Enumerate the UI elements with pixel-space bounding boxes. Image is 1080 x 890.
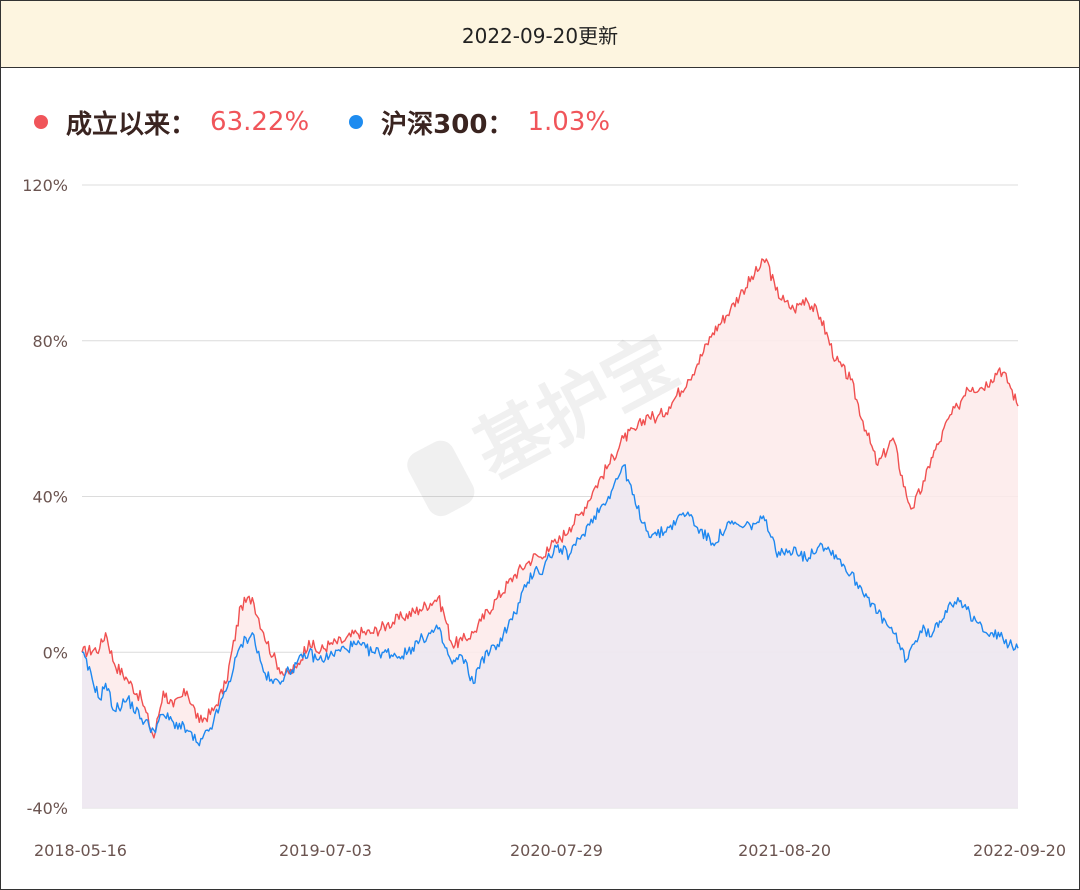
y-tick-label: 40% <box>32 488 68 507</box>
legend-item-index[interactable]: 沪深300 ： 1.03% <box>349 104 610 141</box>
x-tick-label: 2021-08-20 <box>738 841 831 860</box>
y-axis: 120% 80% 40% 0% -40% <box>22 176 68 818</box>
y-tick-label: 120% <box>22 176 68 195</box>
legend-label-index: 沪深300 <box>381 109 488 140</box>
fund-dot-icon <box>34 115 48 129</box>
index-dot-icon <box>349 115 364 129</box>
y-tick-label: 0% <box>43 643 68 662</box>
x-tick-label: 2022-09-20 <box>973 841 1066 860</box>
x-axis: 2018-05-16 2019-07-03 2020-07-29 2021-08-20… <box>34 841 1066 860</box>
fund-series-line <box>81 258 1019 739</box>
x-tick-label: 2018-05-16 <box>34 841 127 860</box>
legend-colon: ： <box>170 109 197 140</box>
fill-layer <box>82 259 1018 808</box>
x-tick-label: 2019-07-03 <box>279 841 372 860</box>
legend-colon: ： <box>487 109 514 140</box>
index-area <box>82 464 1018 808</box>
legend-item-fund[interactable]: 成立以来 ： 63.22% <box>34 104 309 141</box>
watermark-logo-icon <box>407 440 475 517</box>
index-series-line <box>81 464 1019 747</box>
y-tick-label: 80% <box>32 332 68 351</box>
update-date-header: 2022-09-20更新 <box>1 1 1079 68</box>
legend-value-fund: 63.22% <box>210 107 310 137</box>
legend-value-index: 1.03% <box>527 107 611 137</box>
y-tick-label: -40% <box>27 799 68 818</box>
update-date-text: 2022-09-20更新 <box>461 23 619 48</box>
legend: 成立以来 ： 63.22% 沪深300 ： 1.03% <box>34 100 650 144</box>
legend-label-fund: 成立以来 <box>66 109 171 140</box>
line-layer <box>81 258 1019 747</box>
x-tick-label: 2020-07-29 <box>510 841 603 860</box>
